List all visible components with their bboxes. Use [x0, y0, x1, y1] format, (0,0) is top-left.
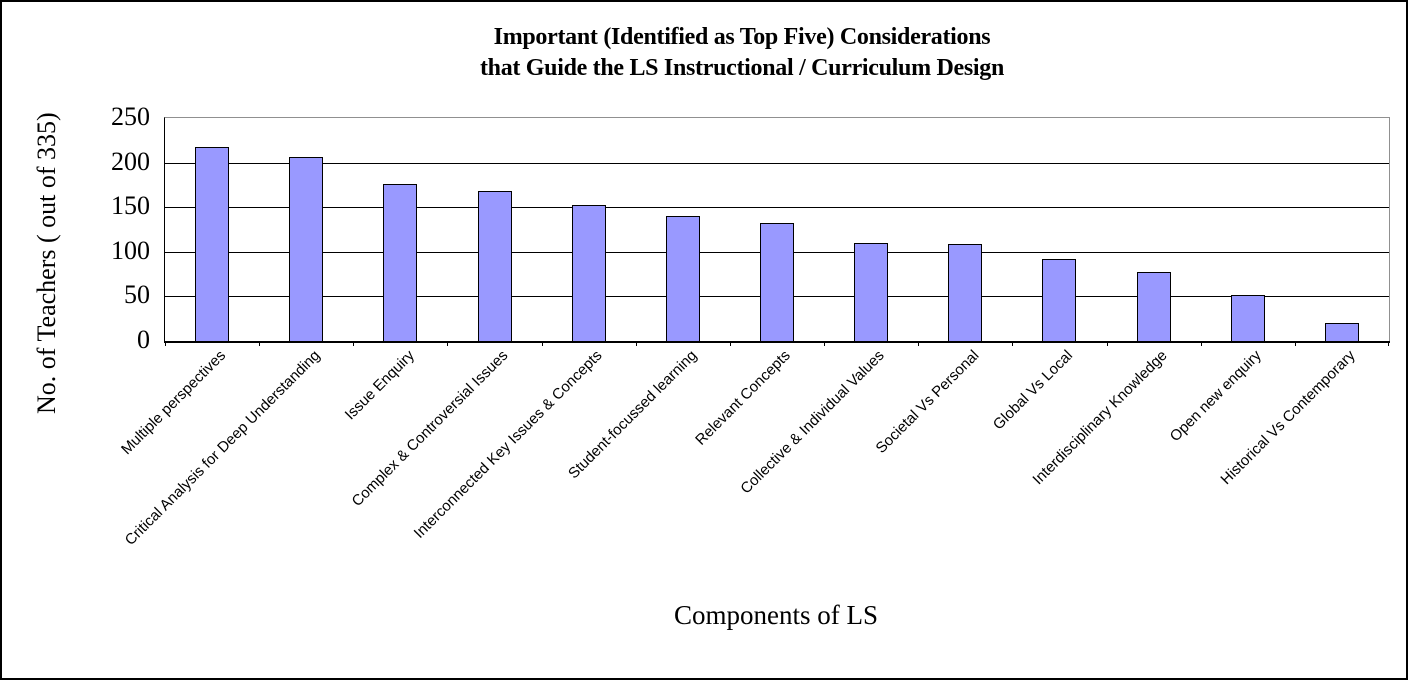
- bar-1: [289, 157, 324, 341]
- x-tick: [1012, 341, 1014, 346]
- x-category-label: Global Vs Local: [990, 347, 1077, 434]
- bar-8: [948, 243, 983, 341]
- chart-title: Important (Identified as Top Five) Consi…: [152, 22, 1332, 84]
- x-tick: [635, 341, 637, 346]
- plot-area: [164, 117, 1390, 346]
- x-category-label: Societal Vs Personal: [872, 347, 983, 457]
- y-tick-label: 150: [111, 191, 150, 221]
- x-category-label: Issue Enquiry: [341, 347, 418, 424]
- bar-11: [1230, 294, 1265, 341]
- x-axis-title: Components of LS: [673, 600, 878, 630]
- x-category-label: Interconnected Key Issues & Concepts: [410, 347, 606, 542]
- x-tick: [824, 341, 826, 346]
- bar-2: [383, 184, 418, 341]
- y-tick-label: 100: [111, 235, 150, 265]
- x-category-label: Complex & Controversial Issues: [348, 347, 512, 510]
- bar-7: [854, 242, 889, 341]
- bar-12: [1324, 323, 1359, 341]
- x-tick: [918, 341, 920, 346]
- x-tick: [259, 341, 261, 346]
- bar-5: [665, 216, 700, 341]
- chart-title-line2: that Guide the LS Instructional / Curric…: [479, 55, 1005, 81]
- y-tick-label: 200: [111, 146, 150, 176]
- x-tick: [353, 341, 355, 346]
- x-category-label: Relevant Concepts: [692, 347, 795, 449]
- x-tick: [729, 341, 731, 346]
- x-tick: [541, 341, 543, 346]
- y-tick-label: 250: [111, 102, 150, 131]
- x-tick: [1200, 341, 1202, 346]
- x-category-label: Multiple perspectives: [118, 347, 230, 459]
- y-tick-label: 0: [137, 325, 150, 354]
- x-tick: [1294, 341, 1296, 346]
- x-axis-line: [164, 341, 1390, 343]
- bar-3: [477, 191, 512, 341]
- gridline: [165, 162, 1389, 164]
- x-category-label: Open new enquiry: [1166, 347, 1265, 446]
- bar-9: [1042, 258, 1077, 341]
- x-tick: [1106, 341, 1108, 346]
- gridline: [165, 207, 1389, 209]
- chart-title-line1: Important (Identified as Top Five) Consi…: [493, 24, 991, 50]
- y-tick-label: 50: [124, 280, 150, 310]
- bar-6: [760, 223, 794, 341]
- x-tick: [1388, 341, 1389, 346]
- x-tick: [165, 341, 166, 346]
- x-category-label: Critical Analysis for Deep Understanding: [121, 347, 324, 549]
- x-tick: [447, 341, 449, 346]
- bar-4: [571, 205, 606, 341]
- bar-0: [195, 146, 230, 341]
- bar-10: [1136, 272, 1171, 341]
